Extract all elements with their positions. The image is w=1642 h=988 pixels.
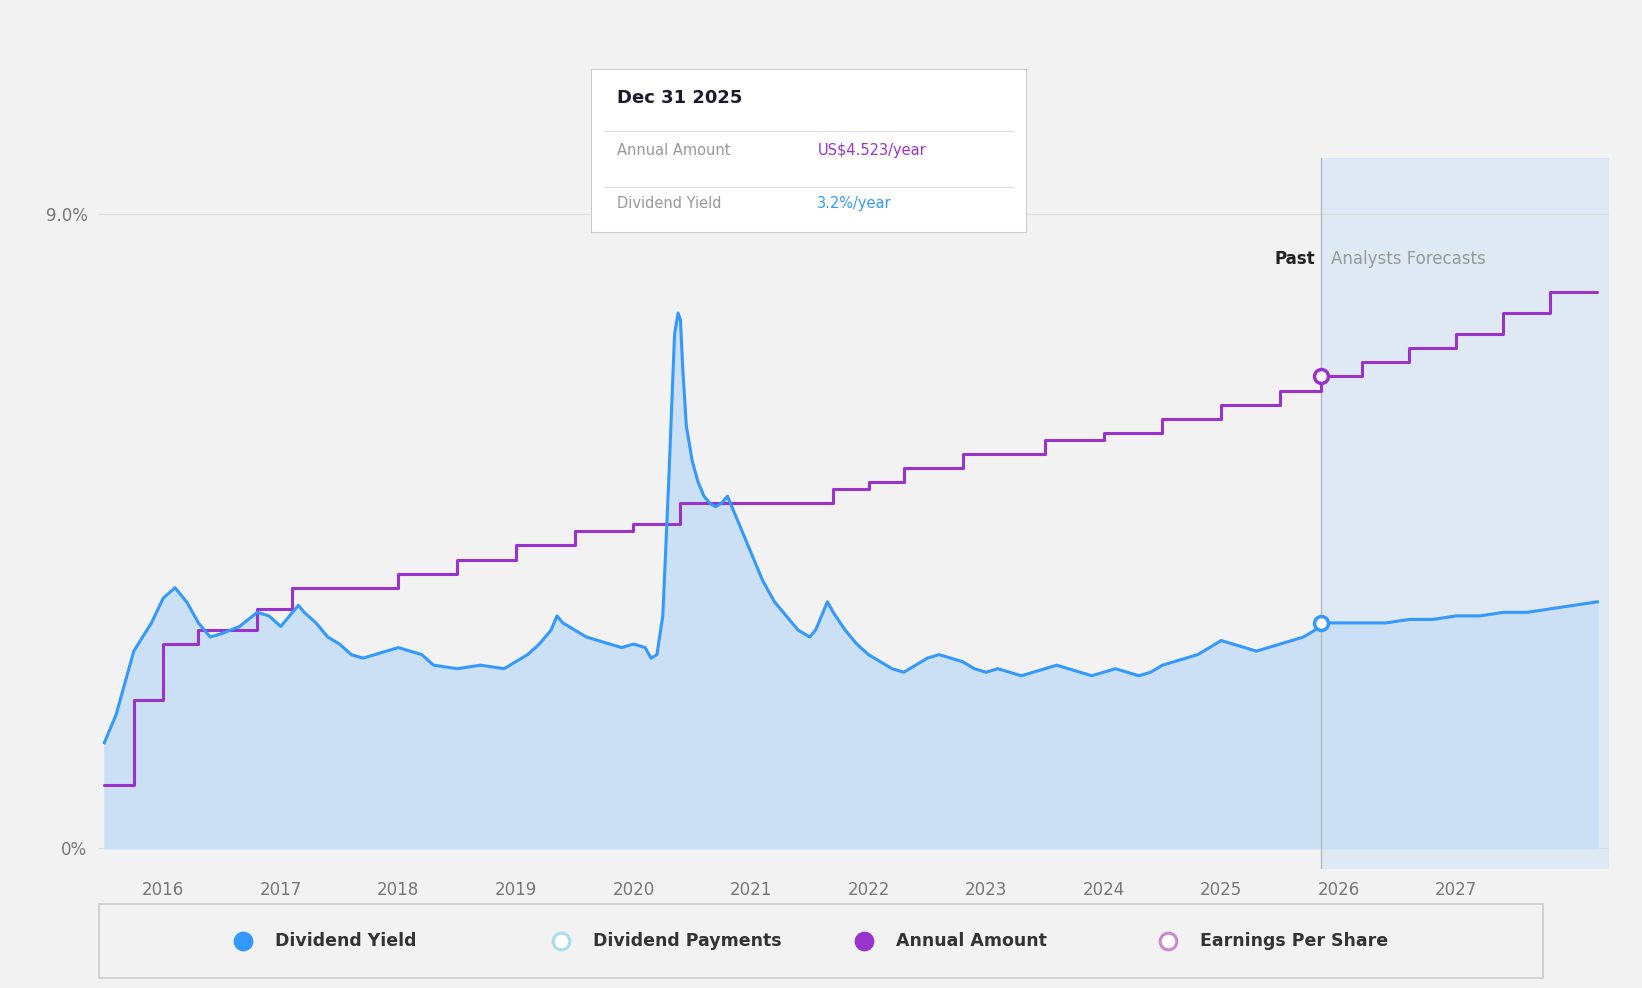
Text: Past: Past xyxy=(1274,250,1315,268)
Text: Dividend Yield: Dividend Yield xyxy=(274,932,417,950)
Text: US$4.523/year: US$4.523/year xyxy=(818,142,926,157)
Text: Analysts Forecasts: Analysts Forecasts xyxy=(1330,250,1486,268)
Text: Dividend Yield: Dividend Yield xyxy=(617,197,722,211)
Text: Earnings Per Share: Earnings Per Share xyxy=(1200,932,1387,950)
Text: Dividend Payments: Dividend Payments xyxy=(593,932,782,950)
Text: Dec 31 2025: Dec 31 2025 xyxy=(617,89,742,107)
Text: Annual Amount: Annual Amount xyxy=(897,932,1048,950)
Bar xyxy=(1322,158,1609,869)
Text: 3.2%/year: 3.2%/year xyxy=(818,197,892,211)
Text: Annual Amount: Annual Amount xyxy=(617,142,731,157)
